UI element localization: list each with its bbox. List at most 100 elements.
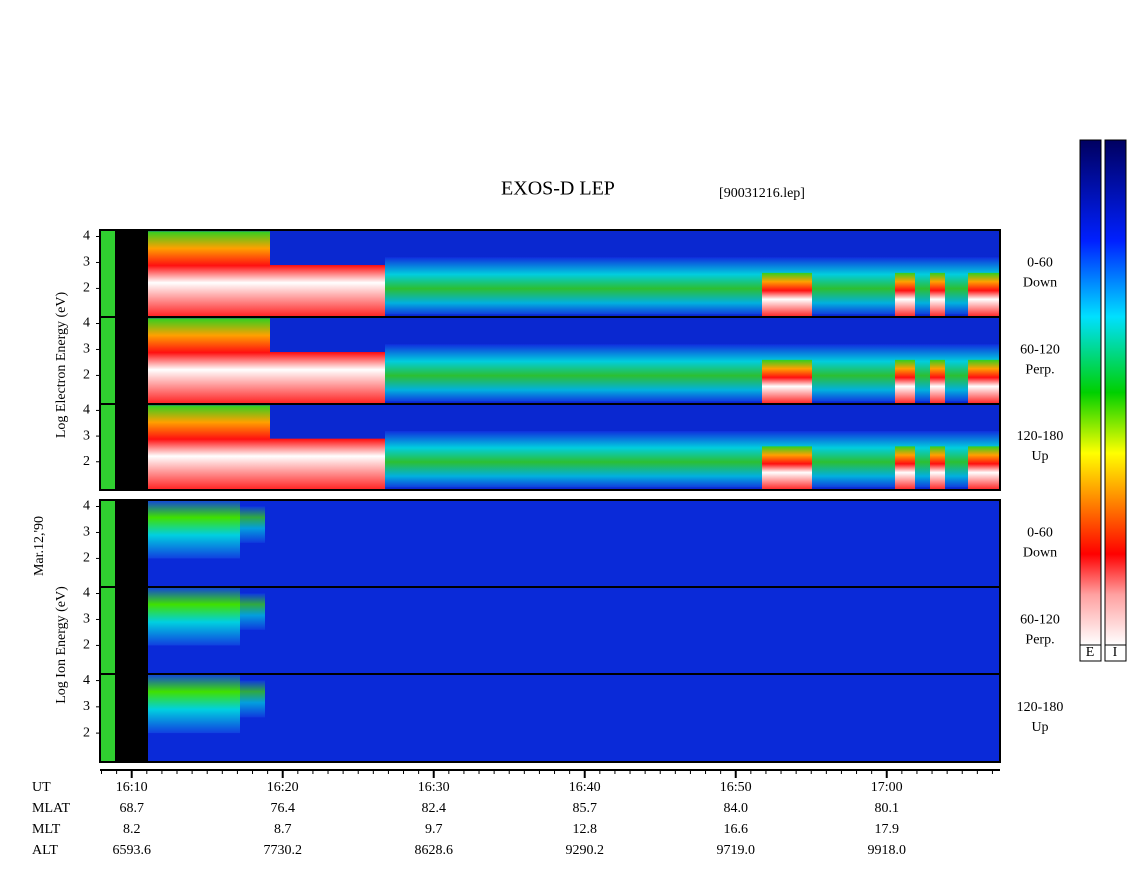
data-gap: [115, 404, 148, 490]
colorbar: [1104, 139, 1127, 646]
y-tick-label: 4: [83, 403, 90, 418]
pitch-angle-label: Down: [1023, 276, 1057, 291]
y-tick-label: 3: [83, 699, 90, 714]
x-tick-label: 16:20: [267, 780, 299, 795]
row-name: MLAT: [32, 801, 71, 816]
orbit-value: 6593.6: [112, 843, 151, 858]
spectrogram-edge: [100, 587, 115, 674]
orbit-value: 8628.6: [414, 843, 453, 858]
y-tick-label: 3: [83, 612, 90, 627]
x-tick-label: 16:50: [720, 780, 752, 795]
spectrogram-hot: [895, 446, 915, 490]
spectrogram-hot: [930, 359, 945, 404]
orbit-value: 9290.2: [565, 843, 604, 858]
orbit-value: 68.7: [119, 801, 144, 816]
orbit-value: 8.7: [274, 822, 292, 837]
y-tick-label: 4: [83, 499, 90, 514]
spectrogram-hot: [762, 446, 812, 490]
y-tick-label: 2: [83, 368, 90, 383]
spectrogram-hot: [968, 272, 1000, 317]
spectrogram-edge: [100, 230, 115, 317]
spectrogram-hot: [240, 593, 265, 630]
pitch-angle-label: Perp.: [1025, 633, 1054, 648]
spectrogram-edge: [100, 317, 115, 404]
x-tick-label: 17:00: [871, 780, 903, 795]
spectrogram-hot: [240, 506, 265, 543]
spectrogram-hot: [148, 587, 240, 646]
x-tick-label: 16:40: [569, 780, 601, 795]
spectrogram-hot: [930, 446, 945, 490]
y-tick-label: 2: [83, 454, 90, 469]
spectrogram-edge: [100, 404, 115, 490]
data-gap: [115, 317, 148, 404]
spectrogram-cool: [270, 317, 385, 353]
electron-axis-label: Log Electron Energy (eV): [54, 292, 69, 439]
y-tick-label: 3: [83, 342, 90, 357]
orbit-value: 12.8: [572, 822, 597, 837]
orbit-value: 16.6: [723, 822, 748, 837]
y-tick-label: 4: [83, 586, 90, 601]
x-tick-label: 16:30: [418, 780, 450, 795]
pitch-angle-label: 0-60: [1027, 526, 1053, 541]
spectrogram-cool: [270, 230, 385, 266]
spectrogram-hot: [895, 272, 915, 317]
spectrogram-hot: [762, 359, 812, 404]
y-tick-label: 2: [83, 281, 90, 296]
pitch-angle-label: 0-60: [1027, 256, 1053, 271]
data-gap: [115, 674, 148, 762]
pitch-angle-label: Perp.: [1025, 363, 1054, 378]
orbit-value: 9719.0: [716, 843, 755, 858]
spectrogram-hot: [895, 359, 915, 404]
y-tick-label: 4: [83, 229, 90, 244]
orbit-value: 9.7: [425, 822, 443, 837]
orbit-value: 85.7: [572, 801, 597, 816]
data-gap: [115, 587, 148, 674]
pitch-angle-label: Up: [1031, 449, 1048, 464]
spectrogram-edge: [100, 674, 115, 762]
pitch-angle-label: Down: [1023, 546, 1057, 561]
colorbar-label: I: [1113, 645, 1118, 660]
data-gap: [115, 500, 148, 587]
y-tick-label: 2: [83, 551, 90, 566]
colorbar: [1079, 139, 1102, 646]
chart-title: EXOS-D LEP: [501, 178, 615, 200]
orbit-value: 17.9: [874, 822, 899, 837]
orbit-value: 84.0: [723, 801, 748, 816]
y-tick-label: 3: [83, 255, 90, 270]
spectrogram-hot: [148, 674, 240, 734]
y-tick-label: 3: [83, 428, 90, 443]
pitch-angle-label: Up: [1031, 720, 1048, 735]
orbit-value: 9918.0: [867, 843, 906, 858]
y-tick-label: 2: [83, 638, 90, 653]
colorbar-label: E: [1086, 645, 1095, 660]
data-gap: [115, 230, 148, 317]
row-name: UT: [32, 780, 51, 795]
orbit-value: 80.1: [874, 801, 899, 816]
pitch-angle-label: 60-120: [1020, 343, 1060, 358]
date-label: Mar.12,'90: [32, 516, 47, 576]
pitch-angle-label: 120-180: [1017, 429, 1064, 444]
row-name: MLT: [32, 822, 61, 837]
spectrogram-hot: [968, 359, 1000, 404]
x-tick-label: 16:10: [116, 780, 148, 795]
y-tick-label: 4: [83, 316, 90, 331]
orbit-value: 76.4: [270, 801, 295, 816]
colorbar-box: [1079, 644, 1102, 662]
panel-frame: [99, 673, 1001, 763]
pitch-angle-label: 120-180: [1017, 700, 1064, 715]
row-name: ALT: [32, 843, 58, 858]
spectrogram-edge: [100, 500, 115, 587]
colorbar-box: [1104, 644, 1127, 662]
y-tick-label: 2: [83, 725, 90, 740]
ion-axis-label: Log Ion Energy (eV): [54, 586, 69, 704]
y-tick-label: 3: [83, 525, 90, 540]
orbit-value: 8.2: [123, 822, 141, 837]
y-tick-label: 4: [83, 673, 90, 688]
spectrogram-hot: [240, 680, 265, 718]
panel-frame: [99, 403, 1001, 491]
spectrogram-hot: [968, 446, 1000, 490]
spectrogram-hot: [148, 500, 240, 559]
pitch-angle-label: 60-120: [1020, 613, 1060, 628]
file-name: [90031216.lep]: [719, 186, 805, 201]
